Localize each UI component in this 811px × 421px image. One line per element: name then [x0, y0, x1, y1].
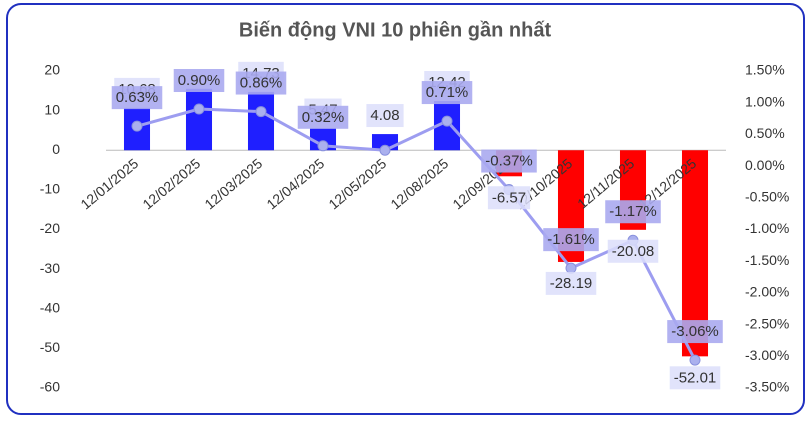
y2-tick-label: 1.00%	[745, 93, 785, 109]
data-label-box	[481, 149, 537, 173]
line-point	[131, 120, 143, 132]
data-label: 0.32%	[302, 109, 345, 126]
y-tick-label: 20	[44, 62, 60, 78]
data-label: -3.06%	[671, 323, 719, 340]
data-label-box	[605, 200, 661, 224]
data-label-box	[366, 104, 404, 128]
y-tick-label: 0	[52, 141, 60, 157]
y2-tick-label: 1.50%	[745, 62, 785, 78]
data-label-box	[543, 228, 599, 252]
data-label: -28.19	[550, 275, 593, 292]
data-label-box	[235, 71, 287, 95]
y2-tick-label: 0.00%	[745, 157, 785, 173]
y-tick-label: -40	[40, 299, 60, 315]
y2-tick-label: -3.50%	[745, 379, 789, 395]
data-label-box	[421, 81, 473, 105]
data-label: 4.08	[370, 107, 399, 124]
line-point	[689, 354, 701, 366]
data-label: 0.86%	[240, 75, 283, 92]
y2-tick-label: -3.00%	[745, 347, 789, 363]
bar	[247, 91, 275, 151]
data-label-box	[173, 69, 225, 93]
y-tick-label: -60	[40, 379, 60, 395]
y2-tick-label: 0.50%	[745, 125, 785, 141]
data-label-box	[487, 186, 531, 210]
y-tick-label: -30	[40, 260, 60, 276]
data-label-box	[669, 366, 721, 390]
bar	[185, 88, 213, 151]
data-label: -0.37%	[485, 153, 533, 170]
data-label-box	[607, 239, 659, 263]
data-label-box	[667, 320, 723, 344]
line-point	[193, 103, 205, 115]
line-point	[379, 144, 391, 156]
y2-tick-label: -2.00%	[745, 284, 789, 300]
y-tick-label: -10	[40, 181, 60, 197]
data-label: -52.01	[674, 369, 717, 386]
data-label-box	[297, 105, 349, 129]
line-point	[565, 262, 577, 274]
y2-tick-label: -1.00%	[745, 220, 789, 236]
chart-title: Biến động VNI 10 phiên gần nhất	[239, 19, 552, 41]
y-tick-label: -20	[40, 220, 60, 236]
data-label: 0.63%	[116, 89, 159, 106]
plot: -60 -50 -40 -30 -20 -10 0 10 20 -3.50% -3.00% -2.50…	[40, 62, 790, 395]
line-point	[441, 115, 453, 127]
y2-tick-label: -0.50%	[745, 189, 789, 205]
data-label-box	[111, 86, 163, 110]
line-point	[255, 106, 267, 118]
data-label: 0.90%	[178, 72, 221, 89]
y2-tick-label: -1.50%	[745, 252, 789, 268]
data-label: -20.08	[612, 243, 655, 260]
data-label: -1.61%	[547, 231, 595, 248]
y-tick-label: -50	[40, 339, 60, 355]
line-point	[317, 140, 329, 152]
data-label-box	[545, 271, 597, 295]
y2-tick-label: -2.50%	[745, 315, 789, 331]
data-label: 0.71%	[426, 84, 469, 101]
line	[136, 107, 697, 361]
data-label: -1.17%	[609, 203, 657, 220]
data-label: -6.57	[492, 189, 526, 206]
y-tick-label: 10	[44, 101, 60, 117]
